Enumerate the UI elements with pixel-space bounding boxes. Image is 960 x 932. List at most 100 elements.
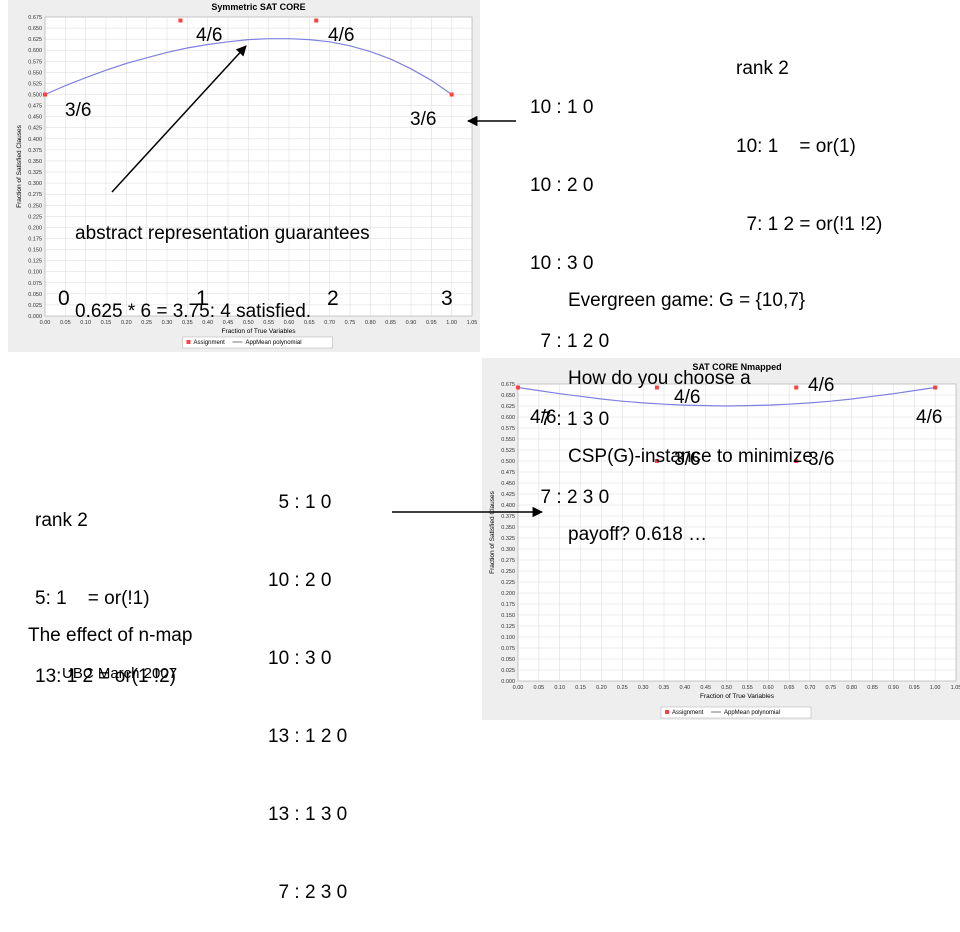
x-tick-label: 0.50: [721, 685, 732, 691]
y-tick-label: 0.275: [28, 192, 42, 198]
y-tick-label: 0.325: [501, 536, 515, 542]
y-tick-label: 0.225: [501, 580, 515, 586]
chart1-digit-0: 0: [58, 287, 70, 310]
chart1-point-label-2: 4/6: [328, 25, 355, 46]
x-axis-label: Fraction of True Variables: [700, 693, 775, 700]
x-tick-label: 0.45: [700, 685, 711, 691]
y-tick-label: 0.175: [501, 602, 515, 608]
x-tick-label: 1.00: [930, 685, 941, 691]
x-tick-label: 1.05: [951, 685, 960, 691]
y-tick-label: 0.650: [501, 393, 515, 399]
x-tick-label: 0.35: [659, 685, 670, 691]
x-tick-label: 0.90: [888, 685, 899, 691]
y-tick-label: 0.425: [28, 126, 42, 132]
data-point: [654, 385, 659, 390]
clause-bottom-1: 5 : 1 0: [268, 492, 332, 513]
y-tick-label: 0.350: [28, 159, 42, 165]
y-tick-label: 0.600: [28, 48, 42, 54]
x-tick-label: 0.55: [742, 685, 753, 691]
y-tick-label: 0.550: [28, 70, 42, 76]
chart2-label-right: 4/6: [916, 407, 943, 428]
x-tick-label: 0.20: [596, 685, 607, 691]
chart-title: Symmetric SAT CORE: [211, 2, 305, 12]
chart1-digit-1: 1: [196, 287, 208, 310]
x-tick-label: 1.05: [467, 320, 478, 326]
clause-bottom-2: 10 : 2 0: [268, 570, 332, 591]
y-tick-label: 0.575: [28, 59, 42, 65]
clause-bottom-3: 10 : 3 0: [268, 648, 332, 669]
y-tick-label: 0.175: [28, 236, 42, 242]
y-tick-label: 0.500: [501, 459, 515, 465]
legend-label-appmean: AppMean polynomial: [246, 340, 302, 346]
y-tick-label: 0.600: [501, 415, 515, 421]
x-tick-label: 0.95: [426, 320, 437, 326]
y-tick-label: 0.675: [501, 382, 515, 388]
y-tick-label: 0.300: [501, 547, 515, 553]
guarantee-note-line-2: 0.625 * 6 = 3.75: 4 satisfied.: [75, 301, 312, 322]
chart-sat-core-nmapped: SAT CORE Nmapped 0.000 0.025 0.050 0.075 0.10…: [489, 362, 960, 719]
rank-top-line-2: 10: 1 = or(1): [736, 136, 856, 157]
y-tick-label: 0.425: [501, 492, 515, 498]
chart-panel-sat-core-nmapped: SAT CORE Nmapped 0.000 0.025 0.050 0.075 0.10…: [482, 358, 960, 720]
footer-date: UBC March 2007: [62, 665, 178, 682]
y-tick-label: 0.325: [28, 170, 42, 176]
y-tick-label: 0.050: [501, 657, 515, 663]
x-tick-label: 0.70: [324, 320, 335, 326]
x-tick-label: 0.65: [784, 685, 795, 691]
x-tick-label: 0.80: [365, 320, 376, 326]
x-tick-label: 0.25: [141, 320, 152, 326]
x-tick-label: 0.25: [617, 685, 628, 691]
guarantee-note: abstract representation guarantees 0.625…: [75, 169, 370, 351]
y-axis-label: Fraction of Satisfied Clauses: [489, 490, 496, 573]
y-tick-label: 0.625: [28, 37, 42, 43]
x-tick-label: 0.00: [40, 320, 51, 326]
y-tick-label: 0.375: [501, 514, 515, 520]
y-tick-label: 0.200: [501, 591, 515, 597]
x-tick-label: 0.80: [846, 685, 857, 691]
y-tick-label: 0.075: [501, 646, 515, 652]
x-tick-label: 0.40: [679, 685, 690, 691]
data-point: [449, 92, 454, 97]
clause-bottom-4: 13 : 1 2 0: [268, 726, 348, 747]
data-point: [794, 385, 799, 390]
clause-top-2: 10 : 2 0: [530, 175, 594, 196]
x-axis-label: Fraction of True Variables: [222, 328, 297, 335]
chart-title: SAT CORE Nmapped: [692, 362, 781, 372]
x-tick-label: 0.45: [223, 320, 234, 326]
y-axis-label: Fraction of Satisfied Clauses: [16, 124, 23, 207]
x-tick-label: 0.40: [202, 320, 213, 326]
y-tick-label: 0.025: [501, 668, 515, 674]
x-tick-label: 0.30: [638, 685, 649, 691]
legend-box: [182, 336, 333, 349]
y-tick-label: 0.150: [28, 248, 42, 254]
x-tick-label: 0.85: [385, 320, 396, 326]
evergreen-line-2: How do you choose a: [568, 368, 751, 389]
x-tick-label: 0.60: [763, 685, 774, 691]
clauses-top: 10 : 1 0 10 : 2 0 10 : 3 0 7 : 1 2 0 7 :…: [530, 43, 609, 537]
clause-top-3: 10 : 3 0: [530, 253, 594, 274]
chart2-label-mid-upper-2: 4/6: [808, 375, 835, 396]
x-tick-label: 0.10: [80, 320, 91, 326]
data-point: [794, 459, 799, 463]
series-curve-appmean: [517, 386, 936, 407]
y-tick-label: 0.575: [501, 426, 515, 432]
clause-bottom-5: 13 : 1 3 0: [268, 804, 348, 825]
effect-label: The effect of n-map: [28, 625, 193, 646]
y-tick-label: 0.250: [28, 203, 42, 209]
y-tick-label: 0.475: [501, 470, 515, 476]
chart2-label-mid-lower-1: 3/6: [674, 449, 701, 470]
chart1-point-label-3: 3/6: [410, 109, 437, 130]
y-tick-label: 0.375: [28, 148, 42, 154]
y-tick-label: 0.225: [28, 214, 42, 220]
legend-swatch-assignment: [665, 710, 669, 714]
chart1-point-label-0: 3/6: [65, 100, 92, 121]
y-tick-label: 0.500: [28, 93, 42, 99]
rank-top-line-3: 7: 1 2 = or(!1 !2): [736, 214, 883, 235]
x-tick-label: 0.85: [867, 685, 878, 691]
data-point: [654, 459, 659, 463]
x-tick-label: 0.95: [909, 685, 920, 691]
chart1-digit-2: 2: [327, 287, 339, 310]
x-tick-label: 0.05: [533, 685, 544, 691]
clause-bottom-6: 7 : 2 3 0: [268, 882, 348, 903]
x-tick-label: 0.70: [805, 685, 816, 691]
